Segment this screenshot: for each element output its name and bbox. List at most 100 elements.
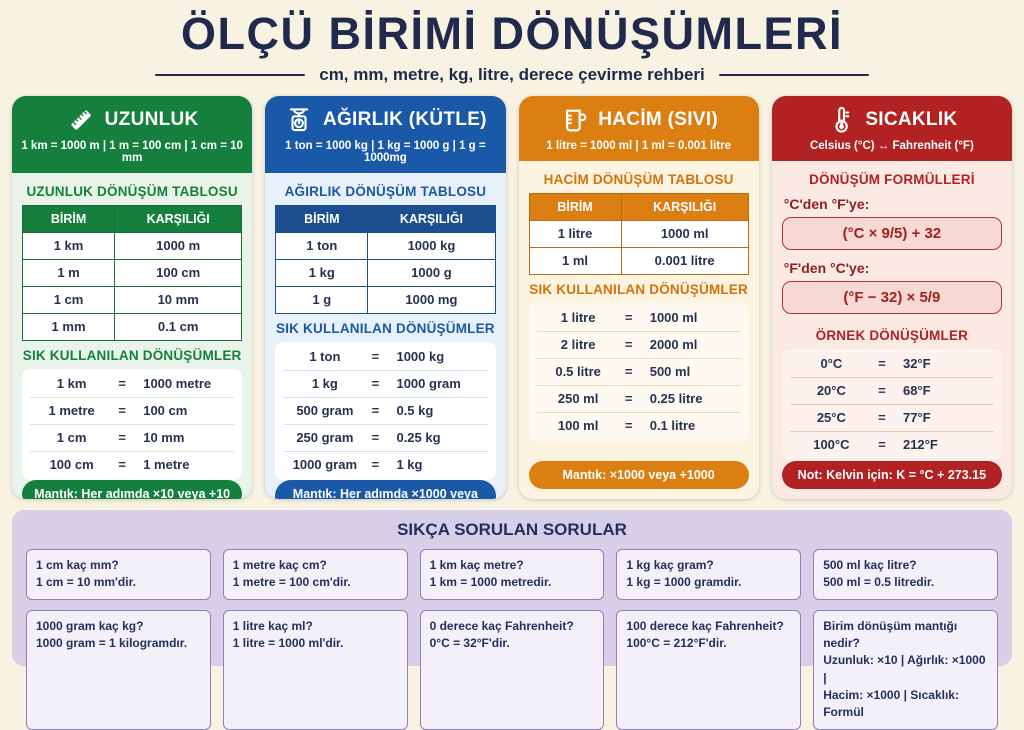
list-item: 250 ml = 0.25 litre	[536, 386, 741, 413]
unit-cell: 1 km	[21, 231, 116, 260]
ruler-icon	[66, 105, 96, 135]
measuring-cup-icon	[559, 105, 589, 135]
weight-conversion-table: BİRİM KARŞILIĞI 1 ton 1000 kg 1 kg 1000 g …	[275, 204, 496, 314]
conv-left: 100 ml	[557, 418, 599, 434]
conv-left: 20°C	[816, 383, 846, 399]
temperature-card: SICAKLIK Celsius (°C) ↔ Fahrenheit (°F) …	[771, 95, 1012, 499]
length-logic-note: Mantık: Her adımda ×10 veya +10	[22, 479, 243, 499]
conv-right: 2000 ml	[649, 337, 698, 353]
list-item: 100 ml = 0.1 litre	[537, 413, 741, 439]
faq-answer: 1000 gram = 1 kilogramdır.	[36, 635, 188, 650]
volume-card-header: HACİM (SIVI) 1 litre = 1000 ml | 1 ml = …	[518, 95, 759, 161]
conv-right: 100 cm	[143, 403, 188, 419]
value-cell: 10 mm	[114, 285, 243, 314]
volume-common-conversions: 1 litre = 1000 ml 2 litre = 2000 ml 0.5 litr…	[528, 302, 749, 441]
faq-item: 1 km kaç metre? 1 km = 1000 metredir.	[419, 548, 605, 600]
conv-right: 1 kg	[396, 457, 423, 473]
equals-sign: =	[624, 418, 633, 434]
faq-grid: 1 cm kaç mm? 1 cm = 10 mm'dir. 1 metre ka…	[26, 548, 998, 730]
volume-col-unit: BİRİM	[528, 192, 622, 221]
volume-card: HACİM (SIVI) 1 litre = 1000 ml | 1 ml = …	[518, 95, 759, 499]
faq-section: SIKÇA SORULAN SORULAR 1 cm kaç mm? 1 cm =…	[12, 509, 1012, 730]
table-row: 1 mm 0.1 cm	[21, 312, 243, 341]
faq-answer: 1 litre = 1000 ml'dir.	[232, 635, 344, 650]
conv-left: 250 gram	[296, 430, 354, 446]
faq-answer: 500 ml = 0.5 litredir.	[823, 575, 935, 590]
equals-sign: =	[624, 364, 633, 380]
conv-left: 0.5 litre	[555, 364, 601, 380]
equals-sign: =	[878, 383, 886, 399]
temperature-formulas-title: DÖNÜŞÜM FORMÜLLERİ	[809, 171, 975, 187]
equals-sign: =	[878, 437, 886, 453]
thermometer-icon	[826, 105, 856, 135]
length-title: UZUNLUK	[104, 108, 199, 130]
conv-left: 250 ml	[557, 391, 599, 407]
conv-right: 1000 metre	[143, 376, 212, 392]
list-item: 100°C = 212°F	[790, 432, 994, 458]
temperature-examples: 0°C = 32°F 20°C = 68°F 25°C = 77°F 100°C = 212°F	[781, 348, 1002, 460]
unit-cell: 1 ml	[528, 246, 622, 275]
faq-answer: 1 metre = 100 cm'dir.	[232, 575, 351, 590]
value-cell: 100 cm	[114, 258, 243, 287]
length-header-note: 1 km = 1000 m | 1 m = 100 cm | 1 cm = 10…	[21, 139, 243, 164]
conv-right: 0.25 litre	[649, 391, 703, 407]
conv-left: 25°C	[816, 410, 846, 426]
length-conversion-table: BİRİM KARŞILIĞI 1 km 1000 m 1 m 100 cm 1 c…	[21, 204, 243, 341]
weight-list-title: SIK KULLANILAN DÖNÜŞÜMLER	[276, 320, 495, 336]
faq-question: 1 cm kaç mm?	[36, 557, 119, 572]
table-row: 1 g 1000 mg	[275, 285, 496, 314]
list-item: 1 kg = 1000 gram	[283, 371, 488, 398]
subtitle-rule-left	[155, 73, 306, 76]
conv-left: 100 cm	[49, 457, 94, 473]
length-card-body: UZUNLUK DÖNÜŞÜM TABLOSU BİRİM KARŞILIĞI …	[12, 172, 253, 499]
conv-left: 1 km	[56, 376, 87, 392]
volume-list-title: SIK KULLANILAN DÖNÜŞÜMLER	[529, 281, 748, 297]
category-columns: UZUNLUK 1 km = 1000 m | 1 m = 100 cm | 1…	[12, 95, 1012, 499]
unit-cell: 1 cm	[21, 285, 116, 314]
conv-right: 1000 gram	[396, 376, 461, 392]
conv-left: 1 litre	[560, 310, 596, 326]
table-row: 1 litre 1000 ml	[528, 219, 749, 248]
faq-question: 1000 gram kaç kg?	[36, 618, 144, 633]
weight-card-body: AĞIRLIK DÖNÜŞÜM TABLOSU BİRİM KARŞILIĞI …	[265, 172, 506, 499]
c-to-f-formula: (°C × 9/5) + 32	[781, 216, 1002, 250]
faq-title: SIKÇA SORULAN SORULAR	[397, 519, 627, 539]
conv-left: 1 cm	[56, 430, 87, 446]
faq-answer: 1 cm = 10 mm'dir.	[36, 575, 136, 590]
equals-sign: =	[371, 430, 380, 446]
list-item: 20°C = 68°F	[789, 378, 994, 405]
conv-right: 0.5 kg	[396, 403, 434, 419]
table-row: 1 ton 1000 kg	[275, 231, 496, 260]
weight-title: AĞIRLIK (KÜTLE)	[322, 108, 487, 130]
conv-left: 1 kg	[311, 376, 338, 392]
conv-right: 77°F	[902, 410, 931, 426]
list-item: 1 ton = 1000 kg	[283, 344, 488, 371]
faq-answer: Uzunluk: ×10 | Ağırlık: ×1000 |	[823, 653, 986, 685]
weight-common-conversions: 1 ton = 1000 kg 1 kg = 1000 gram 500 gram = 0.…	[275, 341, 496, 480]
faq-item: 0 derece kaç Fahrenheit? 0°C = 32°F'dir.	[419, 609, 605, 730]
weight-table-title: AĞIRLIK DÖNÜŞÜM TABLOSU	[284, 183, 487, 199]
faq-question: 0 derece kaç Fahrenheit?	[429, 618, 574, 633]
equals-sign: =	[118, 430, 127, 446]
faq-item: 1 litre kaç ml? 1 litre = 1000 ml'dir.	[222, 609, 408, 730]
faq-question: 1 metre kaç cm?	[232, 557, 327, 572]
volume-header-note: 1 litre = 1000 ml | 1 ml = 0.001 litre	[546, 139, 732, 152]
conv-right: 212°F	[902, 437, 938, 453]
subtitle-rule-right	[718, 73, 869, 76]
kelvin-note: Not: Kelvin için: K = °C + 273.15	[781, 460, 1002, 489]
conv-left: 2 litre	[560, 337, 596, 353]
conv-left: 1 metre	[48, 403, 95, 419]
header: ÖLÇÜ BİRİMİ DÖNÜŞÜMLERİ cm, mm, metre, k…	[0, 0, 1024, 85]
f-to-c-formula: (°F − 32) × 5/9	[781, 280, 1002, 314]
length-common-conversions: 1 km = 1000 metre 1 metre = 100 cm 1 cm = 10 m…	[22, 368, 243, 480]
unit-cell: 1 ton	[275, 231, 369, 260]
equals-sign: =	[371, 376, 380, 392]
conv-right: 68°F	[902, 383, 931, 399]
list-item: 0.5 litre = 500 ml	[536, 359, 741, 386]
conv-right: 500 ml	[649, 364, 691, 380]
faq-question: Birim dönüşüm mantığı nedir?	[823, 618, 958, 650]
list-item: 1000 gram = 1 kg	[283, 452, 487, 478]
faq-answer: 1 kg = 1000 gramdir.	[626, 575, 742, 590]
f-to-c-label: °F'den °C'ye:	[783, 259, 870, 276]
faq-question: 100 derece kaç Fahrenheit?	[626, 618, 784, 633]
